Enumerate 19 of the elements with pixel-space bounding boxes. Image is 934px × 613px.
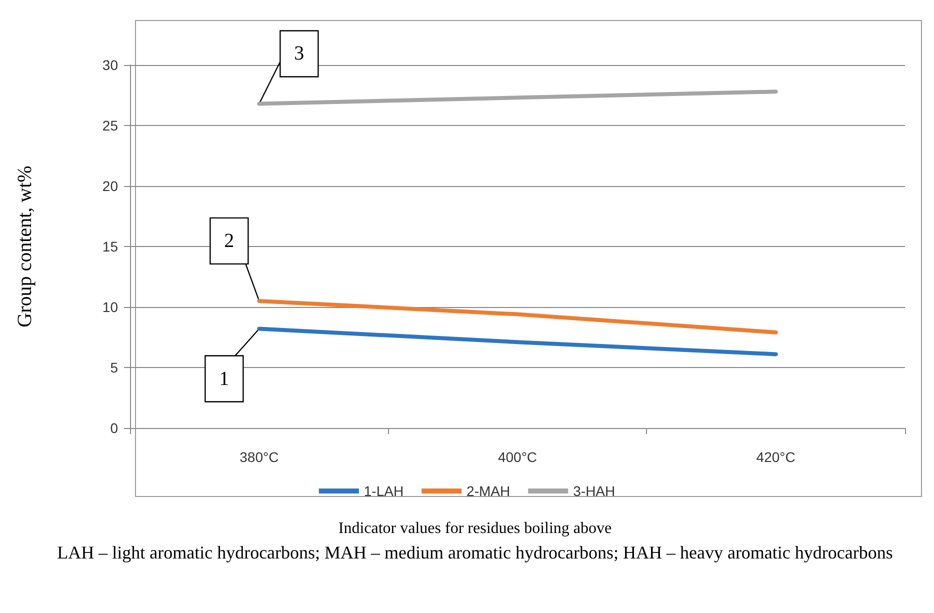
y-tick-label: 20 — [102, 178, 118, 194]
y-tick-label: 30 — [102, 57, 118, 73]
x-tick-label: 420°C — [756, 449, 796, 465]
annotation: 1 — [219, 368, 230, 390]
legend-label: 3-HAH — [573, 483, 616, 499]
text: Indicator values for residues boiling above — [338, 520, 612, 537]
text: LAH – light aromatic hydrocarbons; MAH – medium aromatic hydrocarbons; HAH – heavy aromatic hydrocarbons — [57, 542, 893, 562]
x-tick-label: 400°C — [498, 449, 538, 465]
y-tick-label: 0 — [110, 420, 118, 436]
x-tick-label: 380°C — [240, 449, 279, 465]
legend-label: 2-MAH — [466, 483, 510, 499]
y-axis-title: Group content, wt% — [14, 166, 36, 328]
legend-label: 1-LAH — [364, 483, 404, 499]
y-tick-label: 10 — [102, 299, 118, 315]
y-tick-label: 25 — [102, 118, 118, 134]
y-tick-label: 5 — [110, 360, 118, 376]
annotation: 2 — [224, 230, 234, 252]
annotation: 3 — [294, 42, 304, 65]
y-tick-label: 15 — [102, 238, 118, 254]
